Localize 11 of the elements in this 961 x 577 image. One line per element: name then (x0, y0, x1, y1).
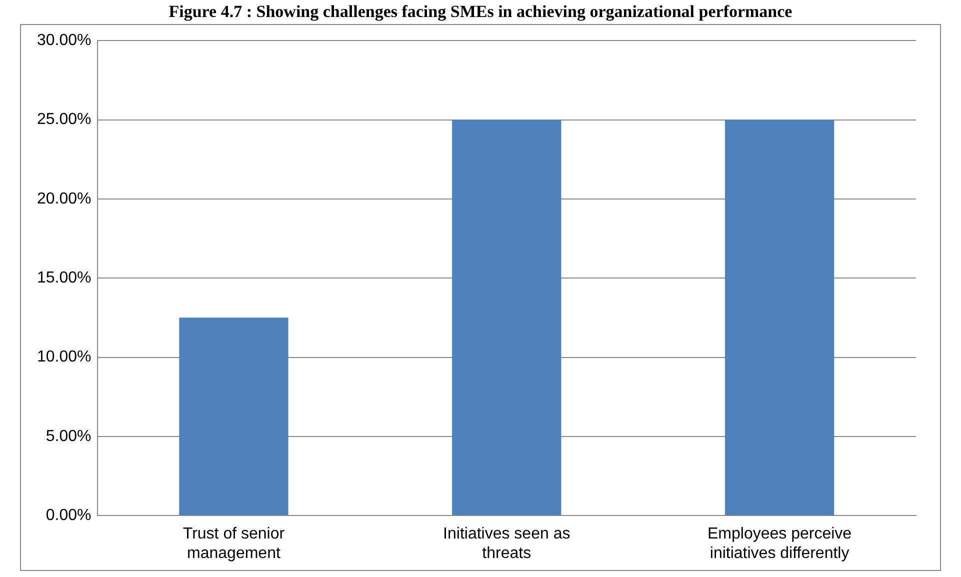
y-tick-label: 10.00% (37, 348, 92, 366)
y-tick-label: 0.00% (46, 507, 92, 524)
x-tick-label: Trust of senior management (182, 526, 286, 562)
y-tick-label: 5.00% (46, 428, 92, 445)
y-tick-label: 15.00% (37, 270, 92, 287)
y-tick-label: 25.00% (37, 111, 92, 128)
x-tick-label: Initiatives seen as threats (443, 526, 570, 562)
y-tick-label: 20.00% (37, 190, 92, 208)
x-tick-label: Employees perceive initiatives differently (708, 526, 852, 562)
y-tick-label: 30.00% (37, 32, 92, 50)
chart-title: Figure 4.7 : Showing challenges facing SMEs in achieving organizational performance (168, 1, 794, 23)
